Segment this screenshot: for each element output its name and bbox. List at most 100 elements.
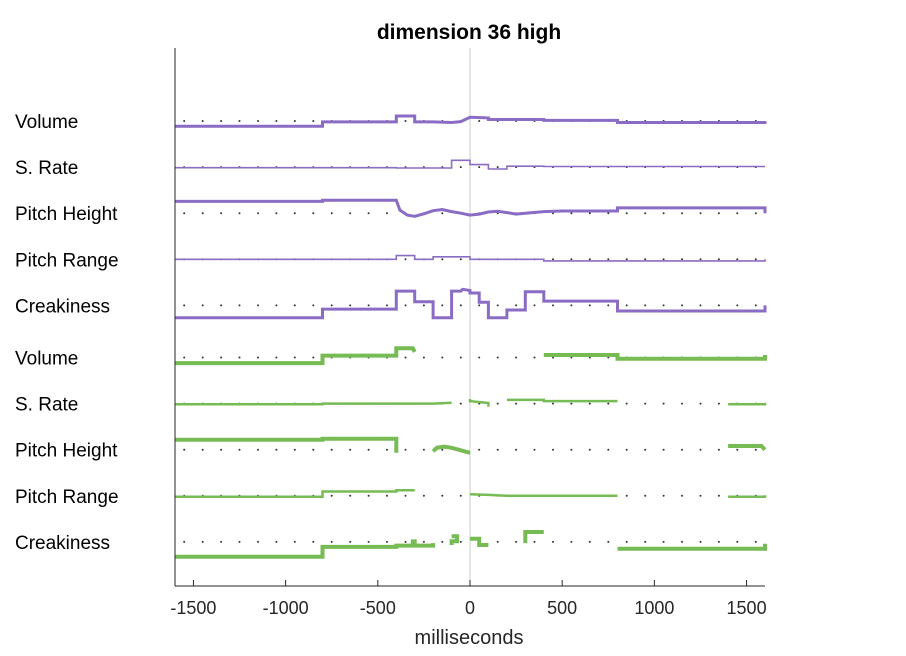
baseline-dot — [699, 212, 702, 215]
baseline-dot — [681, 304, 683, 307]
baseline-dot — [459, 494, 462, 497]
baseline-dot — [570, 258, 573, 261]
baseline-dot — [699, 540, 702, 543]
baseline-dot — [625, 258, 628, 261]
baseline-dot — [404, 540, 407, 543]
baseline-dot — [349, 304, 352, 307]
baseline-dot — [238, 448, 241, 451]
baseline-dot — [201, 356, 204, 359]
baseline-dot — [607, 540, 610, 543]
baseline-dot — [717, 258, 720, 261]
baseline-dot — [496, 356, 499, 359]
baseline-dot — [441, 540, 444, 543]
baseline-dot — [533, 356, 536, 359]
baseline-dot — [459, 258, 462, 261]
baseline-dot — [183, 540, 186, 543]
baseline-dot — [183, 356, 186, 359]
baseline-dot — [386, 540, 388, 543]
baseline-dot — [293, 304, 296, 307]
baseline-dot — [220, 540, 223, 543]
baseline-dot — [293, 540, 296, 543]
baseline-dot — [404, 448, 407, 451]
baseline-dot — [441, 494, 444, 497]
row-label: Creakiness — [15, 296, 110, 317]
baseline-dot — [275, 540, 278, 543]
series-line — [175, 254, 766, 262]
baseline-dot — [386, 448, 388, 451]
baseline-dot — [496, 304, 499, 307]
baseline-dot — [699, 494, 702, 497]
baseline-dot — [552, 304, 554, 307]
baseline-dot — [515, 448, 518, 451]
baseline-dot — [533, 540, 536, 543]
axis-layer: -1500 -1000 -500 0 500 1000 1500 — [170, 48, 767, 618]
baseline-dot — [699, 304, 702, 307]
baseline-dot — [404, 120, 407, 122]
baseline-dot — [588, 540, 591, 543]
baseline-dot — [441, 304, 444, 307]
baseline-dot — [496, 402, 499, 405]
baseline-dot — [459, 356, 462, 359]
baseline-dot — [349, 494, 352, 497]
row-baseline-dots — [183, 448, 757, 451]
baseline-dot — [386, 304, 388, 307]
baseline-dot — [183, 448, 186, 451]
baseline-dot — [736, 212, 739, 215]
baseline-dot — [441, 258, 444, 261]
baseline-dot — [699, 258, 702, 261]
baseline-dot — [183, 120, 186, 122]
baseline-dot — [588, 304, 591, 307]
baseline-dot — [422, 494, 425, 497]
x-tick-label: -1500 — [170, 598, 216, 618]
series-line — [175, 488, 767, 498]
baseline-dot — [754, 212, 757, 215]
baseline-dot — [681, 402, 683, 405]
baseline-dot — [681, 258, 683, 261]
baseline-dot — [681, 540, 683, 543]
baseline-dot — [459, 402, 462, 405]
baseline-dot — [459, 540, 462, 543]
baseline-dot — [367, 304, 370, 307]
baseline-dot — [404, 258, 407, 261]
baseline-dot — [441, 448, 444, 451]
baseline-dot — [220, 212, 223, 215]
baseline-dot — [478, 356, 481, 359]
baseline-dot — [257, 540, 259, 543]
chart-title: dimension 36 high — [377, 21, 561, 44]
baseline-dot — [422, 448, 425, 451]
baseline-dot — [220, 448, 223, 451]
baseline-dot — [330, 540, 333, 543]
baseline-dot — [625, 402, 628, 405]
baseline-dot — [570, 304, 573, 307]
row-label: S. Rate — [15, 158, 78, 179]
series-layer — [175, 114, 767, 559]
baseline-dot — [736, 448, 739, 451]
x-tick-label: 0 — [465, 598, 475, 618]
baseline-dot — [201, 304, 204, 307]
baseline-dot — [662, 304, 665, 307]
baseline-dot — [275, 448, 278, 451]
baseline-dot — [459, 166, 462, 169]
baseline-dot — [570, 540, 573, 543]
baseline-dot — [459, 304, 462, 307]
baseline-dot — [478, 448, 481, 451]
baseline-dot — [367, 448, 370, 451]
baseline-dot — [293, 120, 296, 122]
baseline-dot — [220, 356, 223, 359]
x-tick-label: 500 — [547, 598, 577, 618]
row-label: Pitch Range — [15, 487, 119, 508]
baseline-dot — [607, 258, 610, 261]
baseline-dot — [367, 540, 370, 543]
baseline-dot — [220, 304, 223, 307]
row-label: Pitch Range — [15, 250, 119, 271]
baseline-dot — [330, 494, 333, 497]
baseline-dot — [257, 356, 259, 359]
baseline-dot — [533, 402, 536, 405]
baseline-dot — [201, 212, 204, 215]
baseline-dot — [754, 304, 757, 307]
baseline-dot — [736, 540, 739, 543]
series-line — [175, 436, 767, 455]
baseline-dot — [662, 212, 665, 215]
baseline-dot — [754, 258, 757, 261]
